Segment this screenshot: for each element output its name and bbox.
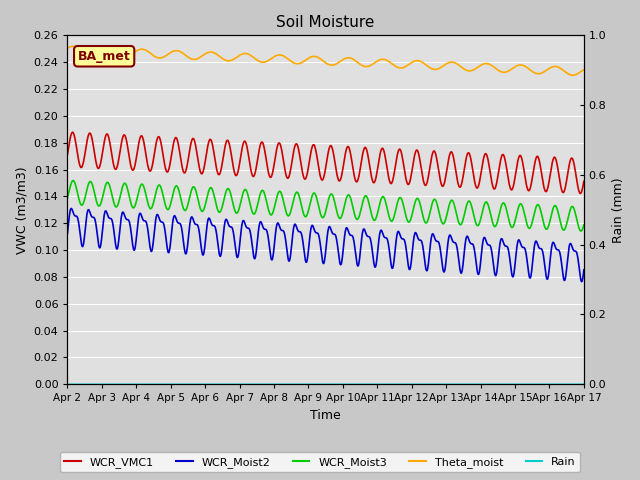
Theta_moist: [474, 65, 481, 71]
Line: Theta_moist: Theta_moist: [67, 46, 584, 75]
Rain: [179, 381, 186, 387]
WCR_VMC1: [580, 179, 588, 184]
Line: WCR_Moist2: WCR_Moist2: [67, 208, 584, 282]
WCR_Moist2: [68, 205, 76, 211]
Rain: [518, 381, 526, 387]
Rain: [236, 381, 244, 387]
Title: Soil Moisture: Soil Moisture: [276, 15, 375, 30]
Theta_moist: [63, 45, 71, 51]
WCR_Moist3: [519, 204, 527, 210]
WCR_Moist2: [519, 244, 527, 250]
Line: WCR_VMC1: WCR_VMC1: [67, 132, 584, 193]
WCR_Moist3: [577, 228, 585, 234]
WCR_Moist3: [69, 178, 77, 183]
Text: BA_met: BA_met: [78, 50, 131, 63]
WCR_VMC1: [519, 161, 527, 167]
Rain: [63, 381, 71, 387]
Y-axis label: VWC (m3/m3): VWC (m3/m3): [15, 166, 28, 253]
WCR_Moist2: [237, 234, 244, 240]
Theta_moist: [406, 61, 413, 67]
Rain: [166, 381, 173, 387]
WCR_Moist2: [474, 268, 481, 274]
Theta_moist: [237, 52, 244, 58]
WCR_VMC1: [166, 161, 174, 167]
Y-axis label: Rain (mm): Rain (mm): [612, 177, 625, 242]
WCR_VMC1: [179, 166, 186, 172]
Rain: [406, 381, 413, 387]
WCR_VMC1: [474, 185, 481, 191]
WCR_Moist3: [166, 203, 174, 209]
Theta_moist: [519, 62, 527, 68]
WCR_Moist2: [578, 279, 586, 285]
WCR_VMC1: [406, 179, 413, 185]
Line: WCR_Moist3: WCR_Moist3: [67, 180, 584, 231]
Theta_moist: [166, 50, 174, 56]
WCR_Moist2: [406, 266, 413, 272]
WCR_Moist3: [63, 195, 71, 201]
WCR_VMC1: [63, 152, 71, 157]
Legend: WCR_VMC1, WCR_Moist2, WCR_Moist3, Theta_moist, Rain: WCR_VMC1, WCR_Moist2, WCR_Moist3, Theta_…: [60, 452, 580, 472]
Theta_moist: [580, 67, 588, 72]
WCR_Moist2: [63, 231, 71, 237]
WCR_Moist3: [237, 201, 244, 206]
WCR_Moist2: [179, 232, 186, 238]
WCR_Moist3: [474, 223, 481, 228]
Theta_moist: [69, 43, 77, 49]
WCR_Moist2: [580, 267, 588, 273]
WCR_Moist3: [580, 222, 588, 228]
Theta_moist: [179, 50, 186, 56]
WCR_Moist3: [406, 218, 413, 224]
Rain: [473, 381, 481, 387]
WCR_VMC1: [577, 191, 584, 196]
Rain: [580, 381, 588, 387]
WCR_VMC1: [237, 156, 244, 161]
Theta_moist: [569, 72, 577, 78]
X-axis label: Time: Time: [310, 409, 341, 422]
WCR_Moist3: [179, 203, 186, 209]
WCR_VMC1: [68, 129, 76, 135]
WCR_Moist2: [166, 244, 174, 250]
